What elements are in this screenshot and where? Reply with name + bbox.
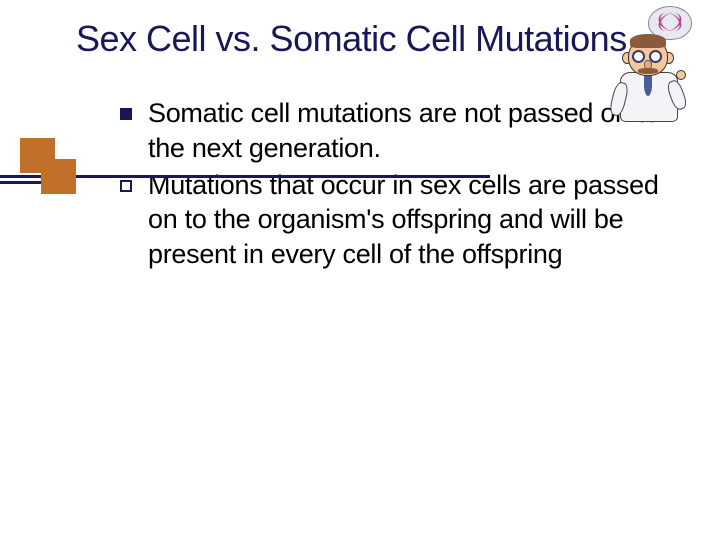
bullet-text: Somatic cell mutations are not passed on… <box>148 96 662 165</box>
list-item: Somatic cell mutations are not passed on… <box>120 96 662 165</box>
scientist-mustache <box>638 68 658 74</box>
bullet-solid-icon <box>120 108 132 120</box>
list-item: Mutations that occur in sex cells are pa… <box>120 168 662 272</box>
scientist-hand <box>676 70 686 80</box>
scientist-tie <box>644 74 652 96</box>
bullet-hollow-icon <box>120 180 132 192</box>
bullet-text: Mutations that occur in sex cells are pa… <box>148 168 662 272</box>
accent-square-front <box>41 159 76 194</box>
dna-icon <box>659 13 681 31</box>
scientist-clipart <box>610 8 694 126</box>
scientist-hair <box>630 34 666 48</box>
